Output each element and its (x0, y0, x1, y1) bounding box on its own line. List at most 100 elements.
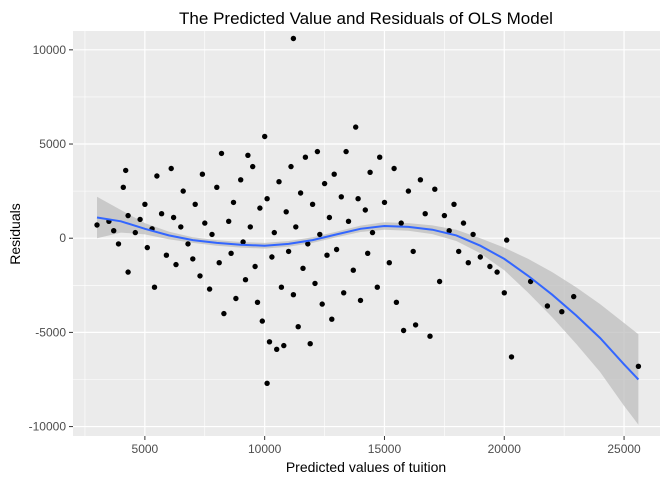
data-point (470, 231, 476, 238)
data-point (331, 171, 337, 177)
data-point (290, 292, 297, 298)
data-point (501, 290, 507, 296)
data-point (192, 201, 198, 207)
data-point (254, 299, 261, 305)
data-point (278, 284, 285, 290)
data-point (365, 250, 371, 256)
data-point (230, 199, 237, 206)
data-point (214, 184, 220, 190)
data-point (357, 297, 364, 304)
data-point (154, 173, 160, 179)
data-point (125, 212, 131, 219)
smooth-line (96, 216, 640, 381)
data-point (274, 346, 280, 352)
data-point (338, 194, 344, 200)
data-point (271, 229, 277, 236)
data-point (206, 286, 213, 292)
data-point (559, 309, 565, 315)
data-point (178, 224, 184, 230)
x-tick-label: 5000 (132, 442, 159, 456)
data-point (221, 310, 227, 317)
x-tick-label: 15000 (368, 442, 402, 456)
data-point (163, 252, 170, 258)
data-point (137, 216, 143, 223)
data-point (333, 246, 340, 253)
data-point (571, 293, 577, 300)
data-point (343, 148, 349, 155)
data-point (264, 380, 270, 386)
data-point (362, 207, 368, 213)
data-point (405, 188, 412, 194)
data-point (374, 284, 380, 290)
data-point (209, 231, 215, 238)
data-point (417, 177, 424, 183)
data-point (386, 260, 392, 266)
data-point (197, 273, 203, 279)
data-point (283, 209, 289, 215)
data-point (436, 278, 443, 285)
chart-title: The Predicted Value and Residuals of OLS… (179, 9, 553, 28)
data-point (132, 229, 138, 236)
data-point (377, 154, 383, 160)
data-point (341, 290, 347, 296)
data-point (94, 222, 100, 228)
data-point (142, 201, 148, 207)
y-tick-label: 5000 (39, 137, 66, 151)
data-point (266, 339, 273, 345)
y-tick-label: 10000 (33, 43, 67, 57)
data-point (111, 228, 117, 234)
data-point (494, 269, 500, 275)
data-point (309, 201, 316, 207)
data-point (276, 179, 282, 185)
data-point (259, 318, 265, 324)
data-point (302, 154, 309, 160)
data-point (305, 241, 311, 247)
data-point (446, 228, 452, 234)
data-point (441, 212, 448, 219)
data-point (252, 263, 258, 270)
data-point (216, 260, 222, 266)
data-point (151, 284, 158, 290)
y-axis-ticks: -10000 -5000 0 5000 10000 (29, 43, 73, 434)
data-points (94, 35, 642, 386)
data-point (226, 218, 232, 224)
x-tick-label: 25000 (607, 442, 641, 456)
data-point (398, 220, 404, 226)
data-point (391, 165, 397, 172)
data-point (400, 327, 407, 334)
data-point (319, 301, 325, 307)
data-point (242, 277, 249, 283)
data-point (329, 316, 335, 322)
data-point (233, 295, 239, 302)
data-point (544, 303, 551, 309)
data-point (367, 169, 373, 175)
data-point (247, 224, 253, 230)
data-point (285, 248, 292, 255)
data-point (297, 190, 304, 196)
data-point (312, 280, 318, 287)
data-point (314, 148, 321, 155)
data-point (369, 229, 376, 236)
data-point (451, 201, 457, 207)
data-point (635, 363, 642, 369)
data-point (324, 252, 330, 258)
data-point (190, 256, 196, 262)
data-point (527, 278, 534, 285)
data-point (240, 239, 246, 245)
data-point (245, 152, 251, 158)
data-point (257, 205, 263, 211)
data-point (350, 267, 356, 273)
y-tick-label: -5000 (35, 325, 66, 339)
data-point (381, 199, 388, 206)
data-point (290, 35, 297, 42)
data-point (144, 244, 150, 251)
data-point (410, 248, 416, 255)
data-point (125, 269, 131, 275)
x-tick-label: 10000 (248, 442, 282, 456)
data-point (412, 322, 419, 328)
data-point (353, 124, 359, 130)
data-point (293, 224, 299, 230)
data-point (123, 167, 129, 174)
data-point (355, 196, 361, 202)
